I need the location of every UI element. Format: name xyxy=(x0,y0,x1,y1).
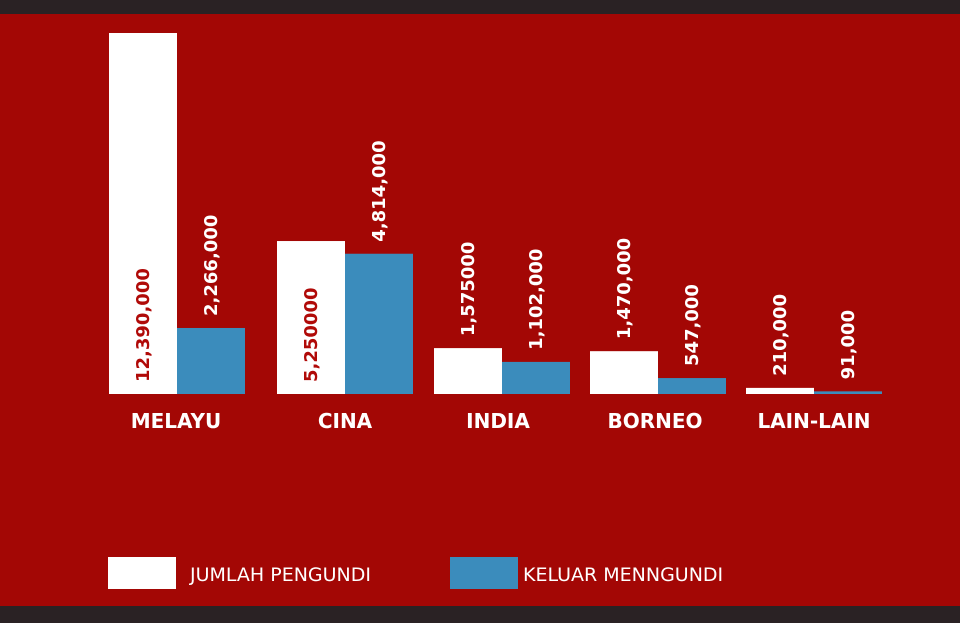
bar-borneo-series-2 xyxy=(658,378,726,394)
legend-label-keluar-menngundi: KELUAR MENNGUNDI xyxy=(523,564,723,586)
bar-lain-lain-series-2 xyxy=(814,391,882,394)
bars-group xyxy=(109,33,882,394)
value-label-melayu-series-2: 2,266,000 xyxy=(201,215,222,316)
value-label-lain-lain-series-2: 91,000 xyxy=(838,310,859,379)
category-label-melayu: MELAYU xyxy=(131,409,222,433)
value-label-cina-series-1: 5,250000 xyxy=(301,287,322,382)
bar-chart: 12,390,000 2,266,000 5,250000 4,814,000 1,57… xyxy=(108,33,882,589)
category-label-lain-lain: LAIN-LAIN xyxy=(757,409,870,433)
value-label-borneo-series-1: 1,470,000 xyxy=(614,238,635,339)
value-labels-group: 12,390,000 2,266,000 5,250000 4,814,000 1,57… xyxy=(133,140,859,382)
legend: JUMLAH PENGUNDI KELUAR MENNGUNDI xyxy=(108,557,723,589)
bar-melayu-series-2 xyxy=(177,327,245,394)
bar-borneo-series-1 xyxy=(590,351,658,394)
value-label-borneo-series-2: 547,000 xyxy=(682,284,703,366)
category-label-cina: CINA xyxy=(318,409,373,433)
bar-cina-series-2 xyxy=(345,253,413,394)
value-label-india-series-1: 1,575000 xyxy=(458,242,479,337)
category-labels-group: MELAYU CINA INDIA BORNEO LAIN-LAIN xyxy=(131,409,871,433)
value-label-cina-series-2: 4,814,000 xyxy=(369,140,390,241)
legend-swatch-jumlah-pengundi xyxy=(108,557,176,589)
value-label-india-series-2: 1,102,000 xyxy=(526,249,547,350)
legend-swatch-keluar-menngundi xyxy=(450,557,518,589)
category-label-india: INDIA xyxy=(466,409,530,433)
bar-lain-lain-series-1 xyxy=(746,387,814,394)
bar-cina-series-1 xyxy=(277,241,345,394)
bar-india-series-1 xyxy=(434,348,502,394)
bar-melayu-series-1 xyxy=(109,33,177,394)
chart-panel: 12,390,000 2,266,000 5,250000 4,814,000 1,57… xyxy=(0,14,960,606)
value-label-lain-lain-series-1: 210,000 xyxy=(770,294,791,376)
value-label-melayu-series-1: 12,390,000 xyxy=(133,268,154,382)
legend-label-jumlah-pengundi: JUMLAH PENGUNDI xyxy=(189,564,371,586)
category-label-borneo: BORNEO xyxy=(607,409,702,433)
bar-india-series-2 xyxy=(502,361,570,394)
